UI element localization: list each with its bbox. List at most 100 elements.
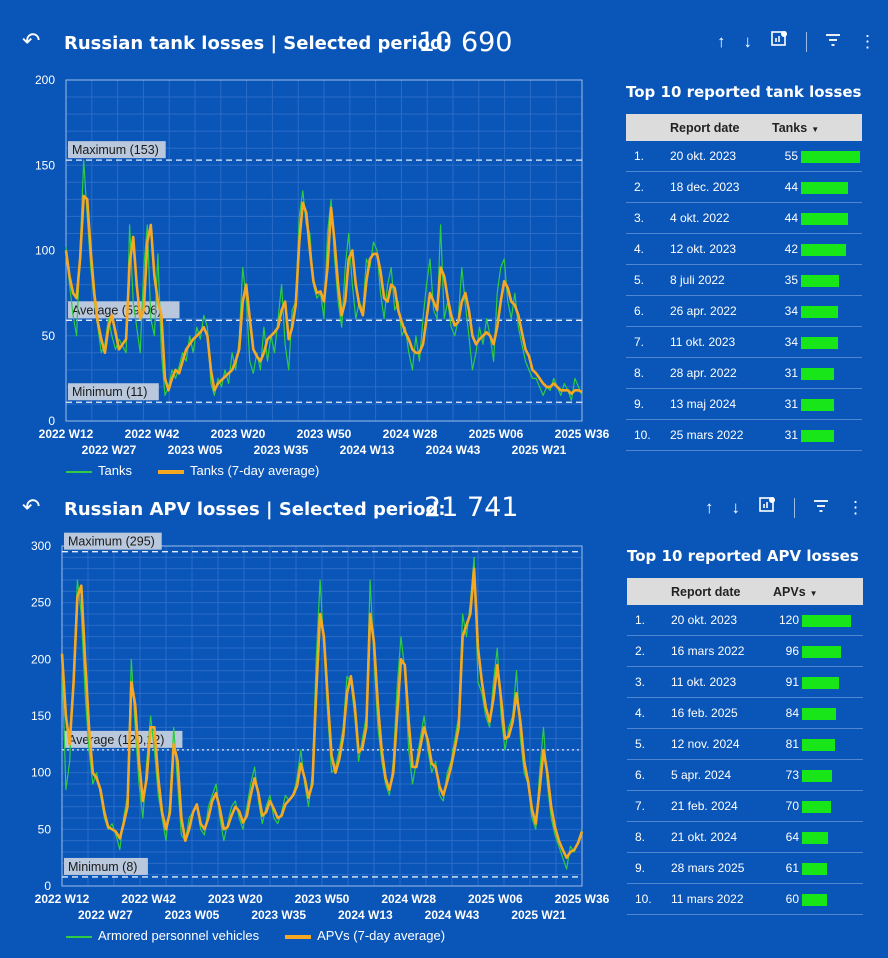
x-tick-label: 2025 W06: [469, 427, 524, 441]
value-bar: [801, 150, 860, 163]
table-row[interactable]: 3. 4 okt. 2022 44: [626, 202, 862, 234]
value-cell: 42: [771, 233, 862, 265]
reference-label-bg: [68, 383, 159, 401]
rank-cell: 9.: [627, 852, 670, 884]
report-date-cell: 28 apr. 2022: [669, 357, 771, 389]
y-tick-label: 50: [42, 329, 56, 343]
apv-panel: ↶ Russian APV losses | Selected period: …: [0, 480, 888, 958]
filter-icon[interactable]: [813, 498, 829, 518]
legend-item-tanks-avg[interactable]: Tanks (7-day average): [157, 463, 319, 478]
rank-cell: 6.: [627, 759, 670, 791]
table-row[interactable]: 5. 12 nov. 2024 81: [627, 728, 863, 760]
table-row[interactable]: 9. 13 maj 2024 31: [626, 388, 862, 420]
plot-frame: [61, 545, 583, 887]
x-tick-label: 2023 W50: [295, 892, 350, 906]
report-date-cell: 20 okt. 2023: [670, 605, 772, 636]
report-date-header[interactable]: Report date: [669, 114, 771, 141]
x-tick-label: 2024 W13: [338, 908, 393, 922]
rank-cell: 9.: [626, 388, 669, 420]
tank-panel-title: Russian tank losses | Selected period:: [64, 33, 451, 54]
value-bar: [801, 274, 839, 287]
x-tick-label: 2022 W27: [82, 443, 137, 457]
table-row[interactable]: 9. 28 mars 2025 61: [627, 852, 863, 884]
arrow-up-icon[interactable]: ↑: [717, 31, 726, 51]
undo-icon[interactable]: ↶: [22, 494, 41, 519]
value-bar: [802, 800, 831, 813]
y-tick-label: 0: [44, 879, 51, 893]
table-row[interactable]: 3. 11 okt. 2023 91: [627, 666, 863, 698]
value-label: 42: [784, 242, 798, 256]
value-bar: [801, 212, 849, 225]
apvs-header[interactable]: APVs ▼: [772, 578, 863, 605]
value-bar: [801, 243, 847, 256]
value-label: 81: [785, 737, 799, 751]
value-cell: 55: [771, 141, 862, 172]
table-row[interactable]: 1. 20 okt. 2023 120: [627, 605, 863, 636]
apv-line-chart: 0 50 100 150 200 250 300 2022 W12 2022 W42 2023 W…: [31, 532, 610, 922]
value-bar: [802, 676, 840, 689]
y-tick-label: 250: [31, 596, 51, 610]
y-tick-label: 150: [35, 158, 55, 172]
table-row[interactable]: 10. 25 mars 2022 31: [626, 419, 862, 451]
more-icon[interactable]: ⋮: [859, 31, 876, 51]
value-bar: [801, 181, 849, 194]
x-tick-label: 2025 W21: [512, 443, 567, 457]
apv-total: 21 741: [424, 492, 519, 523]
filter-icon[interactable]: [825, 32, 841, 52]
tank-legend: Tanks Tanks (7-day average): [66, 463, 319, 478]
table-row[interactable]: 4. 12 okt. 2023 42: [626, 233, 862, 265]
value-bar: [801, 429, 835, 442]
rank-cell: 6.: [626, 295, 669, 327]
x-tick-label: 2024 W43: [426, 443, 481, 457]
table-row[interactable]: 1. 20 okt. 2023 55: [626, 141, 862, 172]
rank-cell: 5.: [627, 728, 670, 760]
legend-item-apv[interactable]: Armored personnel vehicles: [66, 928, 259, 943]
table-row[interactable]: 10. 11 mars 2022 60: [627, 883, 863, 915]
value-cell: 31: [771, 357, 862, 389]
rank-cell: 10.: [627, 883, 670, 915]
legend-label: Armored personnel vehicles: [98, 928, 260, 943]
report-date-cell: 25 mars 2022: [669, 419, 771, 451]
reference-label-bg: [68, 141, 166, 159]
report-date-cell: 12 okt. 2023: [669, 233, 771, 265]
table-row[interactable]: 6. 26 apr. 2022 34: [626, 295, 862, 327]
x-tick-label: 2023 W05: [168, 443, 223, 457]
table-row[interactable]: 2. 18 dec. 2023 44: [626, 171, 862, 203]
arrow-down-icon[interactable]: ↓: [731, 497, 741, 517]
y-tick-label: 50: [38, 822, 52, 836]
report-date-cell: 11 okt. 2023: [669, 326, 771, 358]
report-date-cell: 16 mars 2022: [670, 635, 772, 667]
table-row[interactable]: 7. 21 feb. 2024 70: [627, 790, 863, 822]
legend-item-apv-avg[interactable]: APVs (7-day average): [285, 928, 445, 943]
legend-item-tanks[interactable]: Tanks: [66, 463, 132, 478]
table-row[interactable]: 4. 16 feb. 2025 84: [627, 697, 863, 729]
rank-cell: 4.: [626, 233, 669, 265]
report-date-header[interactable]: Report date: [670, 578, 772, 605]
value-cell: 81: [772, 728, 863, 760]
table-row[interactable]: 8. 28 apr. 2022 31: [626, 357, 862, 389]
value-label: 34: [784, 304, 798, 318]
table-row[interactable]: 5. 8 juli 2022 35: [626, 264, 862, 296]
table-row[interactable]: 2. 16 mars 2022 96: [627, 635, 863, 667]
chart-settings-icon[interactable]: [758, 496, 776, 519]
report-date-cell: 21 okt. 2024: [670, 821, 772, 853]
value-bar: [801, 336, 838, 349]
x-tick-label: 2024 W28: [381, 892, 436, 906]
table-row[interactable]: 7. 11 okt. 2023 34: [626, 326, 862, 358]
reference-label: Maximum (295): [68, 535, 155, 549]
undo-icon[interactable]: ↶: [22, 28, 41, 53]
arrow-down-icon[interactable]: ↓: [743, 31, 753, 51]
value-label: 61: [785, 861, 799, 875]
table-row[interactable]: 6. 5 apr. 2024 73: [627, 759, 863, 791]
more-icon[interactable]: ⋮: [847, 497, 864, 517]
table-row[interactable]: 8. 21 okt. 2024 64: [627, 821, 863, 853]
chart-settings-icon[interactable]: [770, 30, 788, 53]
sort-desc-icon: ▼: [809, 588, 818, 598]
x-tick-label: 2025 W06: [468, 892, 523, 906]
rank-cell: 7.: [627, 790, 670, 822]
value-bar: [801, 398, 835, 411]
tanks-header[interactable]: Tanks ▼: [771, 114, 862, 141]
legend-label: APVs (7-day average): [317, 928, 446, 943]
arrow-up-icon[interactable]: ↑: [705, 497, 714, 517]
x-tick-label: 2023 W35: [251, 908, 306, 922]
